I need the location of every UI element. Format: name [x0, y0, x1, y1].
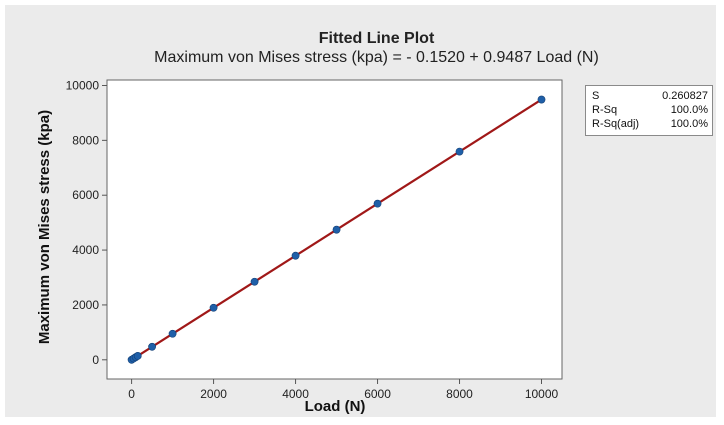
data-point: [133, 352, 142, 360]
stat-label: R-Sq(adj): [592, 118, 640, 130]
stat-value: 100.0%: [670, 118, 708, 130]
stat-row-r-sq-adj: R-Sq(adj) 100.0%: [592, 117, 708, 131]
data-point: [537, 95, 546, 104]
stat-label: S: [592, 90, 600, 102]
stats-legend: S 0.260827 R-Sq 100.0% R-Sq(adj) 100.0%: [585, 85, 713, 136]
stat-row-s: S 0.260827: [592, 89, 708, 103]
data-point: [250, 277, 259, 286]
stat-value: 100.0%: [670, 104, 708, 116]
y-tick-label: 4000: [72, 243, 99, 257]
y-tick-label: 2000: [72, 298, 99, 312]
y-tick-label: 8000: [72, 133, 99, 147]
data-point: [455, 147, 464, 156]
y-tick-label: 0: [92, 353, 99, 367]
x-tick-label: 8000: [446, 387, 473, 401]
stat-value: 0.260827: [662, 90, 708, 102]
chart-figure: Fitted Line Plot Maximum von Mises stres…: [5, 5, 716, 417]
data-point: [209, 303, 218, 312]
data-point: [148, 342, 156, 351]
stat-label: R-Sq: [592, 104, 618, 116]
x-tick-label: 6000: [364, 387, 391, 401]
data-point: [373, 199, 382, 208]
x-tick-label: 2000: [200, 387, 227, 401]
chart-subtitle: Maximum von Mises stress (kpa) = - 0.152…: [154, 49, 599, 66]
data-point: [332, 225, 341, 234]
chart-title: Fitted Line Plot: [318, 30, 435, 47]
x-tick-label: 0: [128, 387, 135, 401]
x-tick-label: 10000: [525, 387, 559, 401]
data-point: [291, 251, 300, 260]
y-axis-label: Maximum von Mises stress (kpa): [36, 110, 53, 344]
x-tick-label: 4000: [282, 387, 309, 401]
y-tick-label: 10000: [66, 78, 100, 92]
stat-row-r-sq: R-Sq 100.0%: [592, 103, 708, 117]
chart-svg: 0 2000 4000 6000 8000 10000 0 2000 4000 6000 8000…: [36, 78, 563, 415]
y-tick-label: 6000: [72, 188, 99, 202]
data-point: [168, 329, 177, 338]
x-axis-label: Load (N): [305, 398, 366, 415]
